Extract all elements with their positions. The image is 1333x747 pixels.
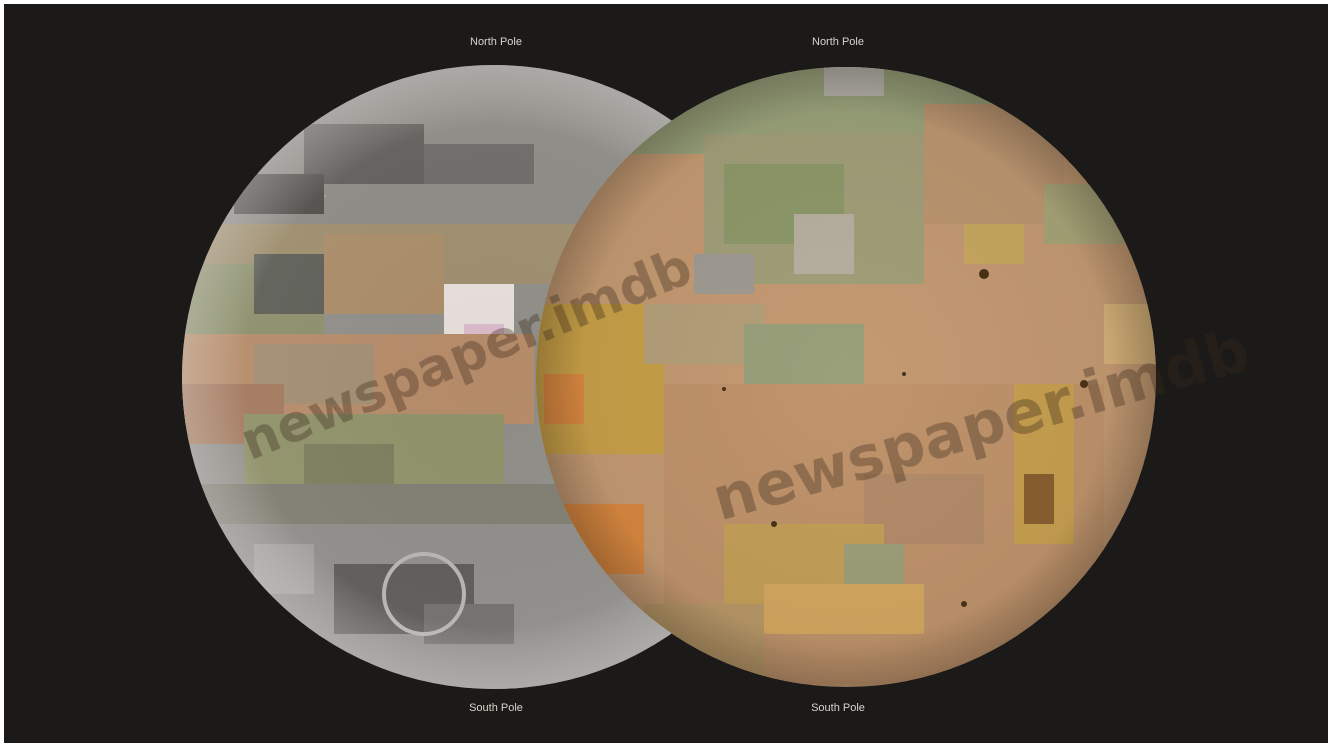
right-south-pole-label: South Pole — [811, 702, 865, 714]
right-globe — [536, 67, 1156, 687]
right-north-pole-label: North Pole — [812, 36, 864, 48]
left-north-pole-label: North Pole — [470, 36, 522, 48]
left-feature-label-1: · — [324, 192, 327, 201]
globe-projection-image: · — [182, 65, 1257, 689]
left-south-pole-label: South Pole — [469, 702, 523, 714]
map-image: · — [4, 4, 1328, 743]
